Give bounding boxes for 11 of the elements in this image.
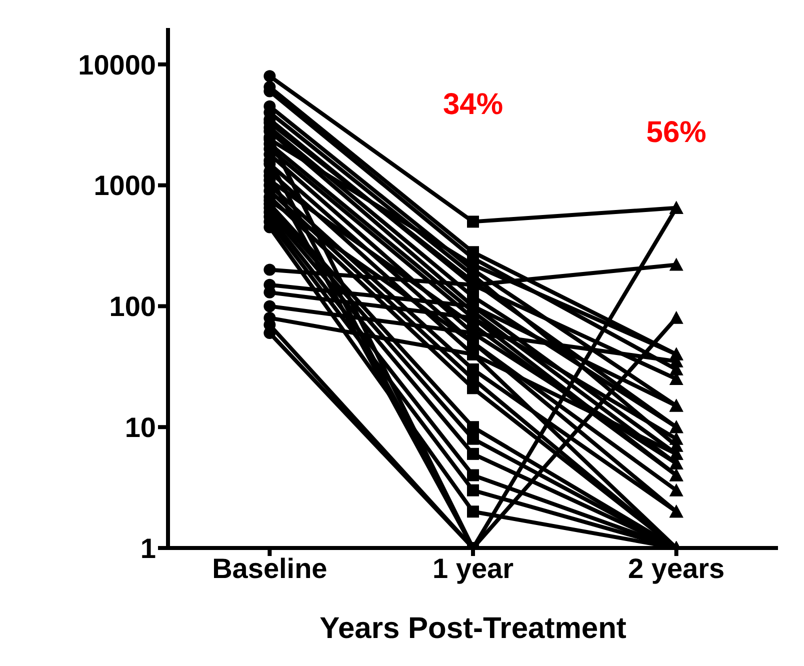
x-tick-label: Baseline <box>212 552 328 584</box>
y-tick-label: 1000 <box>94 170 156 202</box>
y-tick-label: 100 <box>109 291 156 322</box>
y-tick-label: 10000 <box>78 49 156 80</box>
annotation: 34% <box>442 88 504 122</box>
y-tick-label: 1 <box>140 532 156 564</box>
x-tick-label: 2 years <box>628 552 725 584</box>
annotation: 56% <box>645 116 708 150</box>
y-tick-label: 10 <box>124 412 156 444</box>
x-tick-label: 1 year <box>432 552 514 584</box>
x-axis-title: Years Post-Treatment <box>320 612 626 645</box>
